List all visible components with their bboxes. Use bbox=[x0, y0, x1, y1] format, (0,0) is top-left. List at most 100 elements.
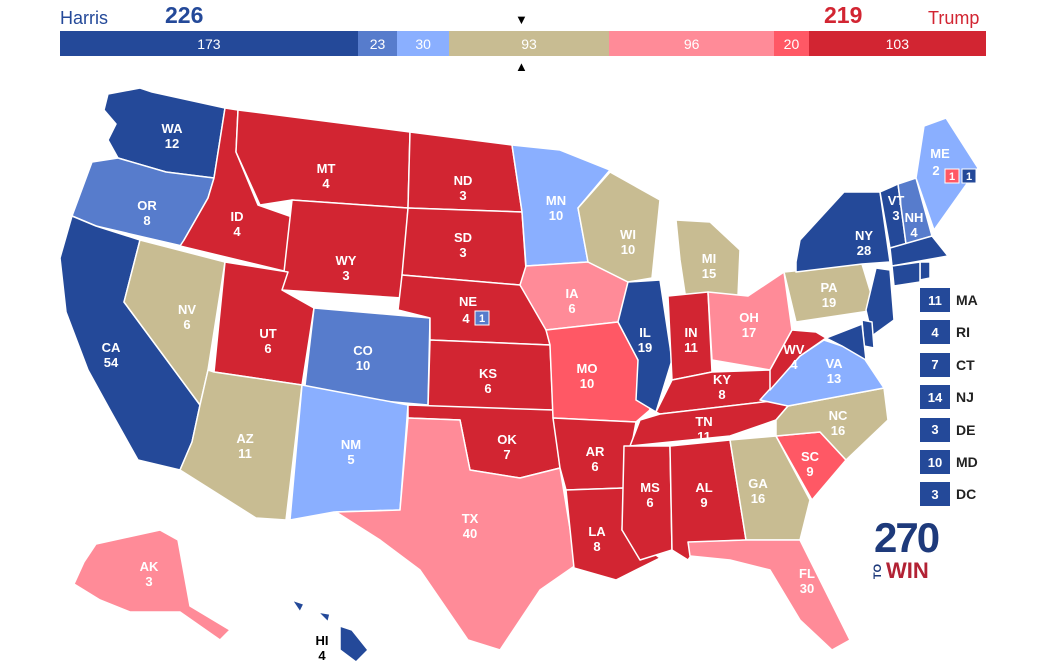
state-abbr-label: NH bbox=[905, 210, 924, 225]
state-abbr-label: UT bbox=[259, 326, 276, 341]
district-ev-label: 1 bbox=[949, 171, 955, 183]
state-nj[interactable] bbox=[865, 267, 895, 337]
state-abbr-label: ID bbox=[231, 209, 244, 224]
ev-bar-segment: 93 bbox=[448, 31, 610, 56]
state-abbr-label: ME bbox=[930, 146, 950, 161]
state-ev-label: 8 bbox=[718, 387, 725, 402]
ev-bar-segment: 96 bbox=[609, 31, 775, 56]
state-ev-label: 10 bbox=[549, 208, 563, 223]
state-ms[interactable] bbox=[621, 445, 673, 561]
small-state-md[interactable]: 10 MD bbox=[920, 450, 1006, 474]
state-ak[interactable] bbox=[73, 529, 231, 641]
state-abbr-label: WY bbox=[336, 253, 357, 268]
state-ev-label: 10 bbox=[621, 242, 635, 257]
state-abbr-label: SD bbox=[454, 230, 472, 245]
district-box[interactable] bbox=[474, 310, 490, 326]
small-state-ev: 14 bbox=[920, 385, 950, 410]
state-abbr-label: IN bbox=[685, 325, 698, 340]
state-wi[interactable] bbox=[577, 171, 661, 283]
state-ma[interactable] bbox=[889, 235, 949, 267]
state-abbr-label: TX bbox=[462, 511, 479, 526]
small-state-abbr: MD bbox=[956, 454, 978, 470]
small-state-abbr: MA bbox=[956, 292, 978, 308]
small-state-abbr: DC bbox=[956, 486, 977, 503]
state-abbr-label: WA bbox=[162, 121, 184, 136]
state-ev-label: 54 bbox=[104, 355, 119, 370]
state-ev-label: 4 bbox=[790, 357, 798, 372]
small-state-ct[interactable]: 7 CT bbox=[920, 352, 1006, 377]
state-wy[interactable] bbox=[281, 199, 409, 299]
state-ct[interactable] bbox=[891, 261, 921, 287]
state-abbr-label: MO bbox=[577, 361, 598, 376]
state-abbr-label: IA bbox=[566, 286, 580, 301]
rep-ev-total: 219 bbox=[824, 2, 863, 28]
state-ev-label: 16 bbox=[751, 491, 765, 506]
state-ev-label: 12 bbox=[165, 136, 179, 151]
ev-bar-segment: 103 bbox=[808, 31, 986, 56]
state-ev-label: 6 bbox=[646, 495, 653, 510]
state-az[interactable] bbox=[179, 369, 303, 521]
state-abbr-label: KY bbox=[713, 372, 731, 387]
state-fl[interactable] bbox=[687, 539, 851, 651]
state-abbr-label: NE bbox=[459, 294, 477, 309]
state-ev-label: 10 bbox=[580, 376, 594, 391]
state-ev-label: 4 bbox=[318, 648, 326, 663]
district-box[interactable] bbox=[944, 168, 960, 184]
state-ev-label: 15 bbox=[702, 266, 716, 281]
state-ev-label: 13 bbox=[827, 371, 841, 386]
state-ga[interactable] bbox=[729, 435, 811, 541]
state-ev-label: 11 bbox=[697, 429, 711, 444]
state-ev-label: 6 bbox=[264, 341, 271, 356]
state-abbr-label: VA bbox=[825, 356, 843, 371]
small-state-ev: 11 bbox=[920, 288, 950, 312]
state-ev-label: 3 bbox=[459, 188, 466, 203]
small-state-dc[interactable]: 3 DC bbox=[920, 482, 1006, 507]
header: Harris 226 219 Trump ▼ ▲ 173 23 30 93 96 20 10… bbox=[0, 0, 1050, 80]
small-state-abbr: CT bbox=[956, 356, 975, 373]
state-ev-label: 6 bbox=[183, 317, 190, 332]
state-mt[interactable] bbox=[235, 109, 411, 209]
state-ev-label: 8 bbox=[593, 539, 600, 554]
ev-bar-segment: 30 bbox=[397, 31, 449, 56]
state-ny[interactable] bbox=[795, 191, 891, 273]
ev-bar-segment: 173 bbox=[60, 31, 358, 56]
state-ev-label: 6 bbox=[568, 301, 575, 316]
state-ev-label: 4 bbox=[910, 225, 918, 240]
small-state-ri[interactable]: 4 RI bbox=[920, 320, 1006, 345]
state-ev-label: 19 bbox=[638, 340, 652, 355]
small-state-ma[interactable]: 11 MA bbox=[920, 288, 1006, 312]
state-ev-label: 8 bbox=[143, 213, 150, 228]
state-abbr-label: NV bbox=[178, 302, 196, 317]
state-hi[interactable] bbox=[291, 599, 369, 663]
state-ri[interactable] bbox=[919, 261, 931, 281]
state-ev-label: 6 bbox=[484, 381, 491, 396]
state-abbr-label: NC bbox=[829, 408, 848, 423]
state-abbr-label: AL bbox=[695, 480, 712, 495]
small-state-de[interactable]: 3 DE bbox=[920, 417, 1006, 442]
state-ev-label: 4 bbox=[322, 176, 330, 191]
ev-tally-bar: 173 23 30 93 96 20 103 bbox=[60, 31, 986, 56]
state-abbr-label: MT bbox=[317, 161, 336, 176]
small-state-ev: 3 bbox=[920, 482, 950, 507]
state-tx[interactable] bbox=[335, 417, 577, 651]
state-ev-label: 11 bbox=[684, 340, 698, 355]
state-abbr-label: MS bbox=[640, 480, 660, 495]
state-ev-label: 17 bbox=[742, 325, 756, 340]
state-abbr-label: CA bbox=[102, 340, 121, 355]
state-il[interactable] bbox=[617, 279, 673, 413]
midpoint-up-arrow-icon: ▲ bbox=[515, 59, 528, 74]
state-abbr-label: NY bbox=[855, 228, 873, 243]
district-box[interactable] bbox=[961, 168, 977, 184]
state-abbr-label: AK bbox=[140, 559, 159, 574]
state-ev-label: 2 bbox=[932, 163, 939, 178]
state-abbr-label: OH bbox=[739, 310, 759, 325]
state-abbr-label: SC bbox=[801, 449, 820, 464]
state-abbr-label: IL bbox=[639, 325, 651, 340]
state-md[interactable] bbox=[825, 323, 867, 361]
state-ev-label: 10 bbox=[356, 358, 370, 373]
270towin-logo: 270 TO WIN bbox=[872, 517, 954, 584]
state-ev-label: 4 bbox=[233, 224, 241, 239]
state-abbr-label: HI bbox=[316, 633, 329, 648]
small-state-nj[interactable]: 14 NJ bbox=[920, 385, 1006, 410]
